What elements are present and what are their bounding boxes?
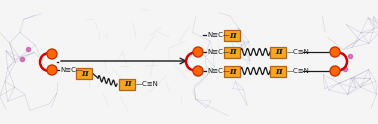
Circle shape <box>193 47 203 57</box>
FancyBboxPatch shape <box>224 65 240 77</box>
Text: N≡C—: N≡C— <box>207 49 230 55</box>
FancyBboxPatch shape <box>224 46 240 58</box>
Text: π: π <box>275 47 281 57</box>
Text: π: π <box>275 66 281 76</box>
Text: N≡C—: N≡C— <box>207 32 230 38</box>
Circle shape <box>330 47 340 57</box>
Text: π: π <box>81 68 87 78</box>
FancyBboxPatch shape <box>76 67 92 78</box>
Text: N≡C—: N≡C— <box>60 67 83 73</box>
Text: π: π <box>229 66 235 76</box>
Text: π: π <box>229 47 235 57</box>
FancyBboxPatch shape <box>270 46 286 58</box>
Circle shape <box>330 66 340 76</box>
Text: —C≡N: —C≡N <box>287 68 310 74</box>
Circle shape <box>47 49 57 59</box>
Text: —C≡N: —C≡N <box>287 49 310 55</box>
FancyBboxPatch shape <box>119 78 135 90</box>
Circle shape <box>193 66 203 76</box>
FancyBboxPatch shape <box>270 65 286 77</box>
Text: —C≡N: —C≡N <box>136 81 159 87</box>
Text: π: π <box>229 31 235 40</box>
Text: π: π <box>124 79 130 89</box>
FancyBboxPatch shape <box>224 30 240 41</box>
Circle shape <box>47 65 57 75</box>
Text: N≡C—: N≡C— <box>207 68 230 74</box>
